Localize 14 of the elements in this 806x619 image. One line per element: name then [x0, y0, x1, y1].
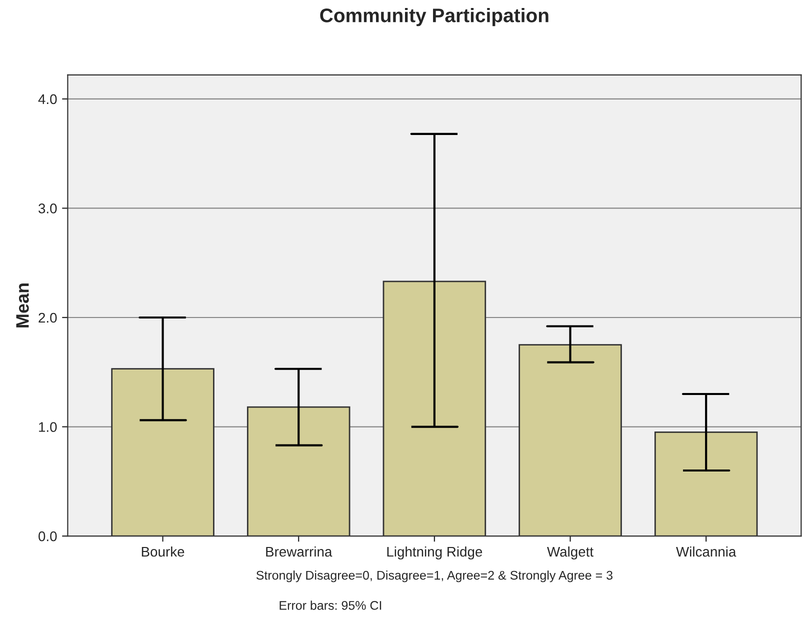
x-tick-label: Walgett: [547, 546, 594, 560]
y-tick-label: 4.0: [38, 94, 57, 104]
y-tick-label: 1.0: [39, 422, 57, 432]
text: Error bars: 95% CI: [280, 600, 382, 610]
y-tick-label: 0.0: [38, 531, 57, 542]
x-axis-title: Strongly Disagree=0, Disagree=1, Agree=2 & Strongly Agree = 3: [256, 570, 612, 582]
x-tick-label: Brewarrina: [266, 546, 332, 557]
y-axis-title: Mean: [16, 284, 29, 328]
x-tick-label: Lightning Ridge: [387, 546, 482, 560]
y-tick-label: 3.0: [38, 204, 57, 214]
y-tick-label: 2.0: [38, 312, 57, 323]
chart-title: Community Participation: [320, 8, 548, 26]
x-tick-label: Bourke: [142, 546, 184, 557]
x-tick-label: Wilcannia: [676, 546, 736, 557]
